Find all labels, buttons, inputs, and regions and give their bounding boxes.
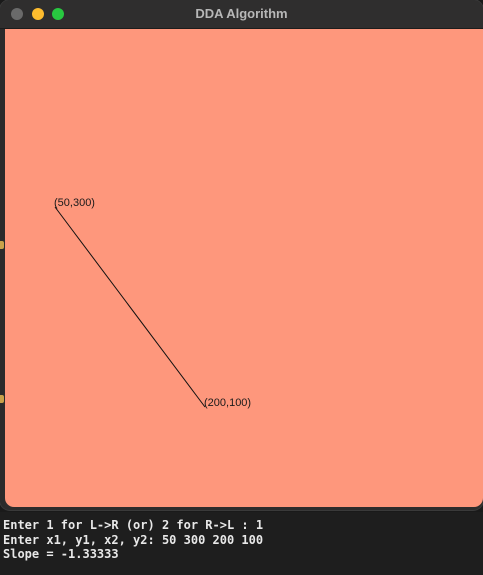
start-point-label: (50,300): [54, 197, 95, 209]
drawing-canvas[interactable]: (50,300) (200,100): [5, 29, 483, 507]
terminal-output[interactable]: Enter 1 for L->R (or) 2 for R->L : 1 Ent…: [0, 512, 483, 575]
edge-marker: [0, 395, 4, 403]
close-button[interactable]: [11, 8, 23, 20]
minimize-button[interactable]: [32, 8, 44, 20]
zoom-button[interactable]: [52, 8, 64, 20]
edge-marker: [0, 241, 4, 249]
line-canvas-svg: [54, 206, 206, 408]
title-bar[interactable]: DDA Algorithm: [0, 0, 483, 29]
dda-line: [54, 206, 206, 408]
terminal-line: Enter x1, y1, x2, y2: 50 300 200 100: [3, 532, 264, 547]
terminal-line: Enter 1 for L->R (or) 2 for R->L : 1: [3, 518, 264, 532]
terminal-line: Slope = -1.33333: [3, 547, 119, 561]
background-window-edge: [0, 29, 5, 507]
end-point-label: (200,100): [204, 397, 252, 409]
dda-window: DDA Algorithm (50,300) (200,100): [0, 0, 483, 510]
window-title: DDA Algorithm: [195, 6, 288, 21]
